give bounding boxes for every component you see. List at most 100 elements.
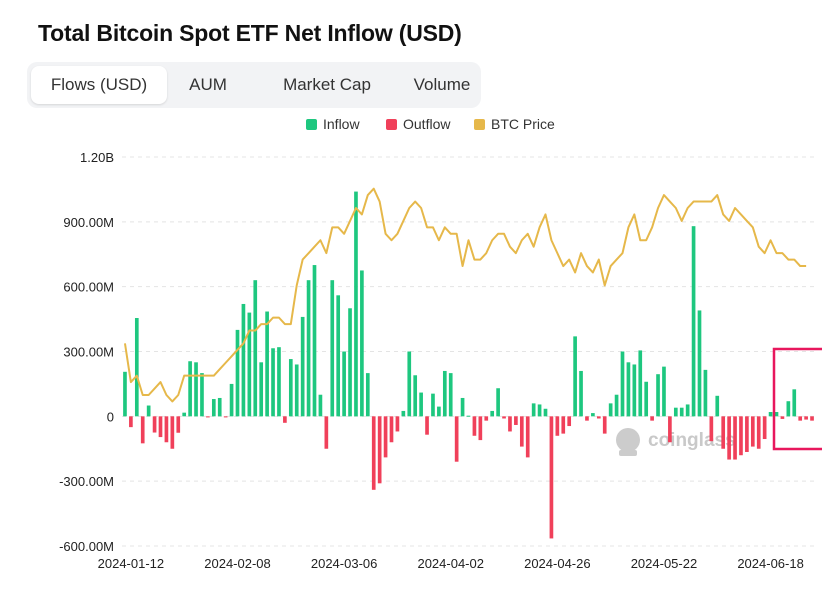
inflow-bar[interactable] <box>673 407 678 417</box>
outflow-bar[interactable] <box>804 416 808 420</box>
outflow-bar[interactable] <box>454 416 459 462</box>
inflow-bar[interactable] <box>146 405 151 417</box>
outflow-bar[interactable] <box>555 416 560 436</box>
inflow-bar[interactable] <box>312 265 317 417</box>
inflow-bar[interactable] <box>134 318 139 417</box>
inflow-bar[interactable] <box>229 383 234 417</box>
outflow-bar[interactable] <box>561 416 566 434</box>
inflow-bar[interactable] <box>591 413 595 417</box>
outflow-bar[interactable] <box>140 416 145 444</box>
inflow-bar[interactable] <box>466 415 471 417</box>
inflow-bar[interactable] <box>318 394 323 417</box>
inflow-bar[interactable] <box>490 410 495 417</box>
inflow-bar[interactable] <box>348 308 352 417</box>
inflow-bar[interactable] <box>537 404 542 417</box>
inflow-bar[interactable] <box>253 280 258 417</box>
inflow-bar[interactable] <box>579 370 583 417</box>
inflow-bar[interactable] <box>235 329 240 417</box>
outflow-bar[interactable] <box>727 416 731 460</box>
inflow-bar[interactable] <box>774 412 779 417</box>
outflow-bar[interactable] <box>383 416 388 458</box>
inflow-bar[interactable] <box>608 403 613 417</box>
inflow-bar[interactable] <box>294 364 299 417</box>
inflow-bar[interactable] <box>194 362 198 417</box>
outflow-bar[interactable] <box>780 416 785 419</box>
inflow-bar[interactable] <box>211 399 216 417</box>
inflow-bar[interactable] <box>401 410 406 417</box>
outflow-bar[interactable] <box>152 416 157 433</box>
outflow-bar[interactable] <box>739 416 743 456</box>
inflow-bar[interactable] <box>768 412 773 417</box>
inflow-bar[interactable] <box>247 312 252 417</box>
inflow-bar[interactable] <box>407 351 412 417</box>
inflow-bar[interactable] <box>265 311 269 417</box>
tab-volume[interactable]: Volume <box>413 75 471 94</box>
inflow-bar[interactable] <box>277 347 281 417</box>
outflow-bar[interactable] <box>508 416 512 432</box>
outflow-bar[interactable] <box>549 416 554 539</box>
inflow-bar[interactable] <box>360 270 364 417</box>
inflow-bar[interactable] <box>200 373 204 417</box>
inflow-bar[interactable] <box>123 371 127 417</box>
outflow-bar[interactable] <box>176 416 181 433</box>
inflow-bar[interactable] <box>330 280 335 417</box>
outflow-bar[interactable] <box>129 416 133 428</box>
legend-item-inflow[interactable]: Inflow <box>306 116 360 132</box>
outflow-bar[interactable] <box>158 416 163 438</box>
outflow-bar[interactable] <box>283 416 287 423</box>
inflow-bar[interactable] <box>644 381 649 417</box>
outflow-bar[interactable] <box>650 416 654 421</box>
legend-item-outflow[interactable]: Outflow <box>386 116 450 132</box>
inflow-bar[interactable] <box>620 351 625 417</box>
inflow-bar[interactable] <box>691 226 696 417</box>
outflow-bar[interactable] <box>798 416 803 421</box>
outflow-bar[interactable] <box>371 416 376 490</box>
outflow-bar[interactable] <box>756 416 761 449</box>
inflow-bar[interactable] <box>217 397 222 417</box>
outflow-bar[interactable] <box>502 416 506 419</box>
outflow-bar[interactable] <box>519 416 524 447</box>
outflow-bar[interactable] <box>164 416 169 443</box>
inflow-bar[interactable] <box>306 280 311 417</box>
outflow-bar[interactable] <box>206 416 210 418</box>
inflow-bar[interactable] <box>715 395 720 417</box>
inflow-bar[interactable] <box>679 407 684 417</box>
outflow-bar[interactable] <box>585 416 589 421</box>
outflow-bar[interactable] <box>745 416 749 452</box>
legend-item-btc-price[interactable]: BTC Price <box>474 116 555 132</box>
inflow-bar[interactable] <box>792 389 797 417</box>
inflow-bar[interactable] <box>354 191 358 417</box>
outflow-bar[interactable] <box>425 416 429 435</box>
inflow-bar[interactable] <box>437 406 441 417</box>
inflow-bar[interactable] <box>442 370 447 417</box>
outflow-bar[interactable] <box>472 416 477 436</box>
inflow-bar[interactable] <box>638 350 643 417</box>
inflow-bar[interactable] <box>614 394 619 417</box>
inflow-bar[interactable] <box>656 374 660 417</box>
inflow-bar[interactable] <box>336 295 341 417</box>
outflow-bar[interactable] <box>389 416 394 443</box>
outflow-bar[interactable] <box>762 416 767 440</box>
inflow-bar[interactable] <box>271 348 275 417</box>
tab-aum[interactable]: AUM <box>189 75 227 94</box>
outflow-bar[interactable] <box>596 416 601 419</box>
outflow-bar[interactable] <box>750 416 755 447</box>
outflow-bar[interactable] <box>514 416 518 425</box>
inflow-bar[interactable] <box>626 362 631 417</box>
inflow-bar[interactable] <box>496 388 500 417</box>
inflow-bar[interactable] <box>531 403 536 417</box>
inflow-bar[interactable] <box>685 404 690 417</box>
outflow-bar[interactable] <box>324 416 329 449</box>
inflow-bar[interactable] <box>300 316 305 417</box>
outflow-bar[interactable] <box>733 416 737 460</box>
outflow-bar[interactable] <box>377 416 382 484</box>
inflow-bar[interactable] <box>786 401 791 417</box>
outflow-bar[interactable] <box>567 416 572 427</box>
outflow-bar[interactable] <box>223 416 228 418</box>
inflow-bar[interactable] <box>259 362 264 417</box>
outflow-bar[interactable] <box>709 416 714 442</box>
outflow-bar[interactable] <box>602 416 607 434</box>
outflow-bar[interactable] <box>478 416 483 441</box>
inflow-bar[interactable] <box>413 375 418 417</box>
inflow-bar[interactable] <box>241 303 246 417</box>
